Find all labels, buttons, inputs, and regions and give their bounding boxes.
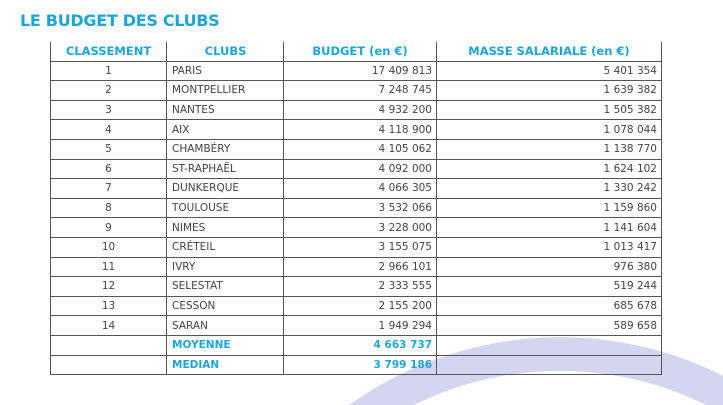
masse-salariale-cell: 1 639 382 bbox=[436, 80, 662, 101]
masse-salariale-cell: 685 678 bbox=[436, 295, 662, 317]
table-row: 5 CHAMBÉRY 4 105 062 1 138 770 bbox=[50, 138, 662, 160]
club-cell: TOULOUSE bbox=[166, 197, 284, 219]
table-row: 9 NIMES 3 228 000 1 141 604 bbox=[50, 217, 662, 238]
empty-cell bbox=[50, 354, 167, 376]
header-classement: CLASSEMENT bbox=[50, 42, 167, 62]
rank-cell: 12 bbox=[50, 276, 167, 297]
masse-salariale-cell: 1 505 382 bbox=[436, 99, 662, 121]
table-row: 14 SARAN 1 949 294 589 658 bbox=[50, 315, 662, 336]
masse-salariale-cell: 5 401 354 bbox=[436, 60, 662, 82]
club-cell: SELESTAT bbox=[166, 276, 284, 297]
club-cell: SARAN bbox=[166, 315, 284, 336]
club-cell: NIMES bbox=[166, 217, 284, 238]
club-cell: AIX bbox=[166, 119, 284, 140]
budget-cell: 4 092 000 bbox=[283, 158, 437, 180]
budget-cell: 4 066 305 bbox=[283, 178, 437, 199]
rank-cell: 8 bbox=[50, 197, 167, 219]
budget-cell: 7 248 745 bbox=[283, 80, 437, 101]
club-cell: DUNKERQUE bbox=[166, 178, 284, 199]
header-masse-salariale: MASSE SALARIALE (en €) bbox=[436, 42, 662, 62]
rank-cell: 6 bbox=[50, 158, 167, 180]
club-cell: IVRY bbox=[166, 256, 284, 278]
rank-cell: 14 bbox=[50, 315, 167, 336]
page-title: LE BUDGET DES CLUBS bbox=[20, 11, 220, 30]
summary-row: MEDIAN 3 799 186 bbox=[50, 354, 662, 376]
rank-cell: 2 bbox=[50, 80, 167, 101]
budget-cell: 17 409 813 bbox=[283, 60, 437, 82]
club-cell: CHAMBÉRY bbox=[166, 138, 284, 160]
summary-row: MOYENNE 4 663 737 bbox=[50, 334, 662, 356]
header-budget: BUDGET (en €) bbox=[283, 42, 437, 62]
budget-cell: 4 105 062 bbox=[283, 138, 437, 160]
budget-cell: 4 118 900 bbox=[283, 119, 437, 140]
rank-cell: 1 bbox=[50, 60, 167, 82]
summary-label: MEDIAN bbox=[166, 354, 284, 376]
budget-cell: 2 966 101 bbox=[283, 256, 437, 278]
table-header-row: CLASSEMENT CLUBS BUDGET (en €) MASSE SAL… bbox=[50, 42, 662, 62]
summary-budget: 4 663 737 bbox=[283, 334, 437, 356]
club-cell: PARIS bbox=[166, 60, 284, 82]
budget-cell: 4 932 200 bbox=[283, 99, 437, 121]
rank-cell: 13 bbox=[50, 295, 167, 317]
masse-salariale-cell: 1 624 102 bbox=[436, 158, 662, 180]
rank-cell: 7 bbox=[50, 178, 167, 199]
budget-cell: 3 228 000 bbox=[283, 217, 437, 238]
header-clubs: CLUBS bbox=[166, 42, 284, 62]
table-row: 12 SELESTAT 2 333 555 519 244 bbox=[50, 276, 662, 297]
table-row: 3 NANTES 4 932 200 1 505 382 bbox=[50, 99, 662, 121]
budget-cell: 3 532 066 bbox=[283, 197, 437, 219]
table-row: 8 TOULOUSE 3 532 066 1 159 860 bbox=[50, 197, 662, 219]
budget-cell: 2 155 200 bbox=[283, 295, 437, 317]
summary-label: MOYENNE bbox=[166, 334, 284, 356]
budget-cell: 2 333 555 bbox=[283, 276, 437, 297]
table-row: 7 DUNKERQUE 4 066 305 1 330 242 bbox=[50, 178, 662, 199]
empty-cell bbox=[436, 334, 662, 356]
table-row: 1 PARIS 17 409 813 5 401 354 bbox=[50, 60, 662, 82]
club-cell: ST-RAPHAËL bbox=[166, 158, 284, 180]
club-cell: MONTPELLIER bbox=[166, 80, 284, 101]
rank-cell: 4 bbox=[50, 119, 167, 140]
summary-budget: 3 799 186 bbox=[283, 354, 437, 376]
table-row: 2 MONTPELLIER 7 248 745 1 639 382 bbox=[50, 80, 662, 101]
masse-salariale-cell: 1 141 604 bbox=[436, 217, 662, 238]
empty-cell bbox=[50, 334, 167, 356]
masse-salariale-cell: 589 658 bbox=[436, 315, 662, 336]
table-row: 4 AIX 4 118 900 1 078 044 bbox=[50, 119, 662, 140]
rank-cell: 9 bbox=[50, 217, 167, 238]
masse-salariale-cell: 519 244 bbox=[436, 276, 662, 297]
masse-salariale-cell: 1 013 417 bbox=[436, 236, 662, 258]
rank-cell: 5 bbox=[50, 138, 167, 160]
masse-salariale-cell: 976 380 bbox=[436, 256, 662, 278]
club-cell: CRÉTEIL bbox=[166, 236, 284, 258]
rank-cell: 11 bbox=[50, 256, 167, 278]
table-row: 6 ST-RAPHAËL 4 092 000 1 624 102 bbox=[50, 158, 662, 180]
rank-cell: 3 bbox=[50, 99, 167, 121]
rank-cell: 10 bbox=[50, 236, 167, 258]
masse-salariale-cell: 1 138 770 bbox=[436, 138, 662, 160]
masse-salariale-cell: 1 330 242 bbox=[436, 178, 662, 199]
table-row: 13 CESSON 2 155 200 685 678 bbox=[50, 295, 662, 317]
table-row: 10 CRÉTEIL 3 155 075 1 013 417 bbox=[50, 236, 662, 258]
budget-table: CLASSEMENT CLUBS BUDGET (en €) MASSE SAL… bbox=[50, 42, 662, 376]
budget-cell: 3 155 075 bbox=[283, 236, 437, 258]
table-row: 11 IVRY 2 966 101 976 380 bbox=[50, 256, 662, 278]
masse-salariale-cell: 1 159 860 bbox=[436, 197, 662, 219]
masse-salariale-cell: 1 078 044 bbox=[436, 119, 662, 140]
club-cell: NANTES bbox=[166, 99, 284, 121]
club-cell: CESSON bbox=[166, 295, 284, 317]
budget-cell: 1 949 294 bbox=[283, 315, 437, 336]
empty-cell bbox=[436, 354, 662, 376]
